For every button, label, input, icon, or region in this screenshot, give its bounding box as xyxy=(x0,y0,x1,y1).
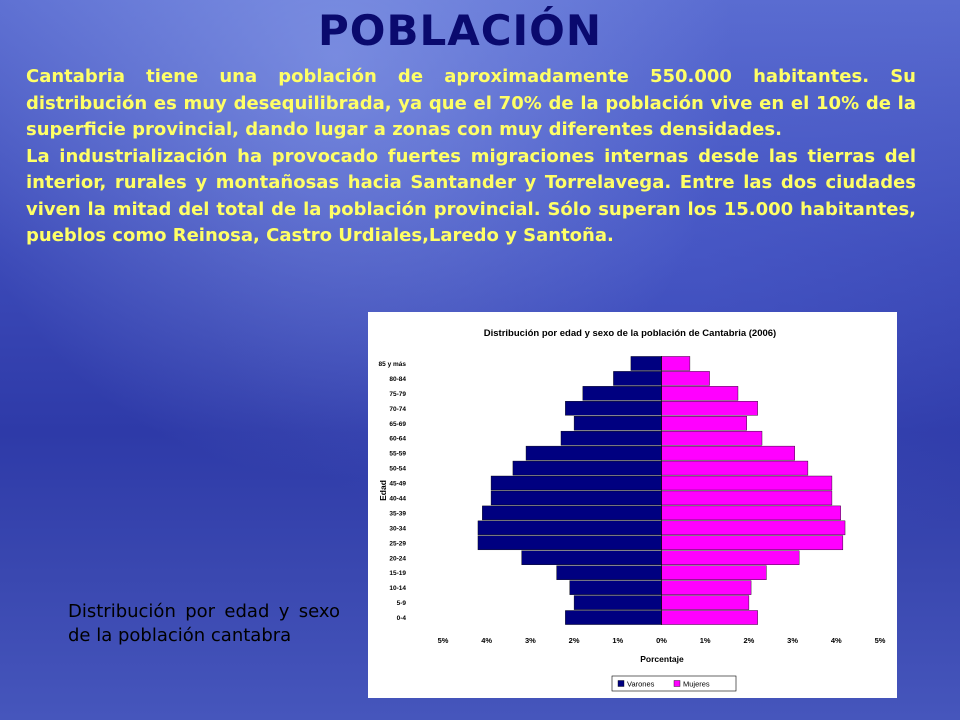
bar-mujeres xyxy=(661,595,750,610)
category-label: 5-9 xyxy=(397,600,407,607)
bar-mujeres xyxy=(661,430,763,446)
x-tick-label: 5% xyxy=(875,636,886,645)
x-tick-label: 2% xyxy=(569,636,580,645)
bar-mujeres xyxy=(661,550,800,565)
bar-varones xyxy=(573,595,662,610)
category-label: 35-39 xyxy=(389,510,406,517)
population-pyramid-chart: Distribución por edad y sexo de la pobla… xyxy=(368,312,897,698)
x-tick-label: 4% xyxy=(831,636,842,645)
x-axis-label: Porcentaje xyxy=(640,654,684,664)
bar-varones xyxy=(525,445,662,461)
legend-label: Varones xyxy=(627,680,655,689)
x-tick-label: 0% xyxy=(656,636,667,645)
bar-mujeres xyxy=(661,475,833,491)
bar-varones xyxy=(490,475,662,491)
bar-varones xyxy=(613,371,662,386)
bar-mujeres xyxy=(661,520,846,536)
paragraph-population: Cantabria tiene una población de aproxim… xyxy=(26,66,916,140)
bar-mujeres xyxy=(661,580,752,595)
bar-mujeres xyxy=(661,460,809,476)
x-tick-label: 1% xyxy=(612,636,623,645)
category-label: 30-34 xyxy=(389,525,406,532)
bar-varones xyxy=(560,430,662,446)
category-label: 55-59 xyxy=(389,451,406,458)
bar-mujeres xyxy=(661,416,747,431)
bar-mujeres xyxy=(661,356,691,371)
bar-mujeres xyxy=(661,386,739,401)
category-label: 65-69 xyxy=(389,421,406,428)
page-title: POBLACIÓN xyxy=(317,6,603,55)
bar-varones xyxy=(521,550,662,565)
category-label: 80-84 xyxy=(389,376,406,383)
category-label: 25-29 xyxy=(389,540,406,547)
chart-title: Distribución por edad y sexo de la pobla… xyxy=(484,328,776,339)
chart-caption: Distribución por edad y sexo de la pobla… xyxy=(68,601,340,646)
bar-varones xyxy=(565,401,662,416)
category-label: 20-24 xyxy=(389,555,406,562)
bar-varones xyxy=(582,386,662,401)
category-label: 75-79 xyxy=(389,391,406,398)
x-tick-label: 1% xyxy=(700,636,711,645)
category-label: 50-54 xyxy=(389,466,406,473)
pyramid-svg: Distribución por edad y sexo de la pobla… xyxy=(378,328,886,692)
legend-label: Mujeres xyxy=(683,680,710,689)
bar-varones xyxy=(569,580,662,595)
category-label: 85 y más xyxy=(379,361,407,368)
bar-mujeres xyxy=(661,490,833,506)
category-label: 45-49 xyxy=(389,481,406,488)
bar-varones xyxy=(512,460,662,476)
bar-mujeres xyxy=(661,401,758,416)
bar-varones xyxy=(490,490,662,506)
bar-mujeres xyxy=(661,371,710,386)
bar-varones xyxy=(565,610,662,625)
y-axis-label: Edad xyxy=(378,480,388,501)
bar-varones xyxy=(573,416,662,431)
x-tick-label: 5% xyxy=(438,636,449,645)
bar-varones xyxy=(477,520,662,536)
category-label: 40-44 xyxy=(389,495,406,502)
bar-varones xyxy=(556,565,662,580)
bar-mujeres xyxy=(661,445,795,461)
bar-mujeres xyxy=(661,610,758,625)
paragraph-migration: La industrialización ha provocado fuerte… xyxy=(26,145,916,247)
category-label: 60-64 xyxy=(389,436,406,443)
x-tick-label: 2% xyxy=(743,636,754,645)
bar-mujeres xyxy=(661,535,844,551)
body-text: Cantabria tiene una población de aproxim… xyxy=(26,64,916,250)
bar-varones xyxy=(477,535,662,551)
x-tick-label: 4% xyxy=(481,636,492,645)
x-tick-label: 3% xyxy=(787,636,798,645)
bar-mujeres xyxy=(661,565,767,580)
x-tick-label: 3% xyxy=(525,636,536,645)
category-label: 15-19 xyxy=(389,570,406,577)
legend-swatch-varones xyxy=(617,680,625,687)
category-label: 0-4 xyxy=(397,615,407,622)
category-label: 70-74 xyxy=(389,406,406,413)
legend-swatch-mujeres xyxy=(673,680,681,687)
category-label: 10-14 xyxy=(389,585,406,592)
bar-mujeres xyxy=(661,505,841,521)
bar-varones xyxy=(482,505,662,521)
bar-varones xyxy=(630,356,662,371)
